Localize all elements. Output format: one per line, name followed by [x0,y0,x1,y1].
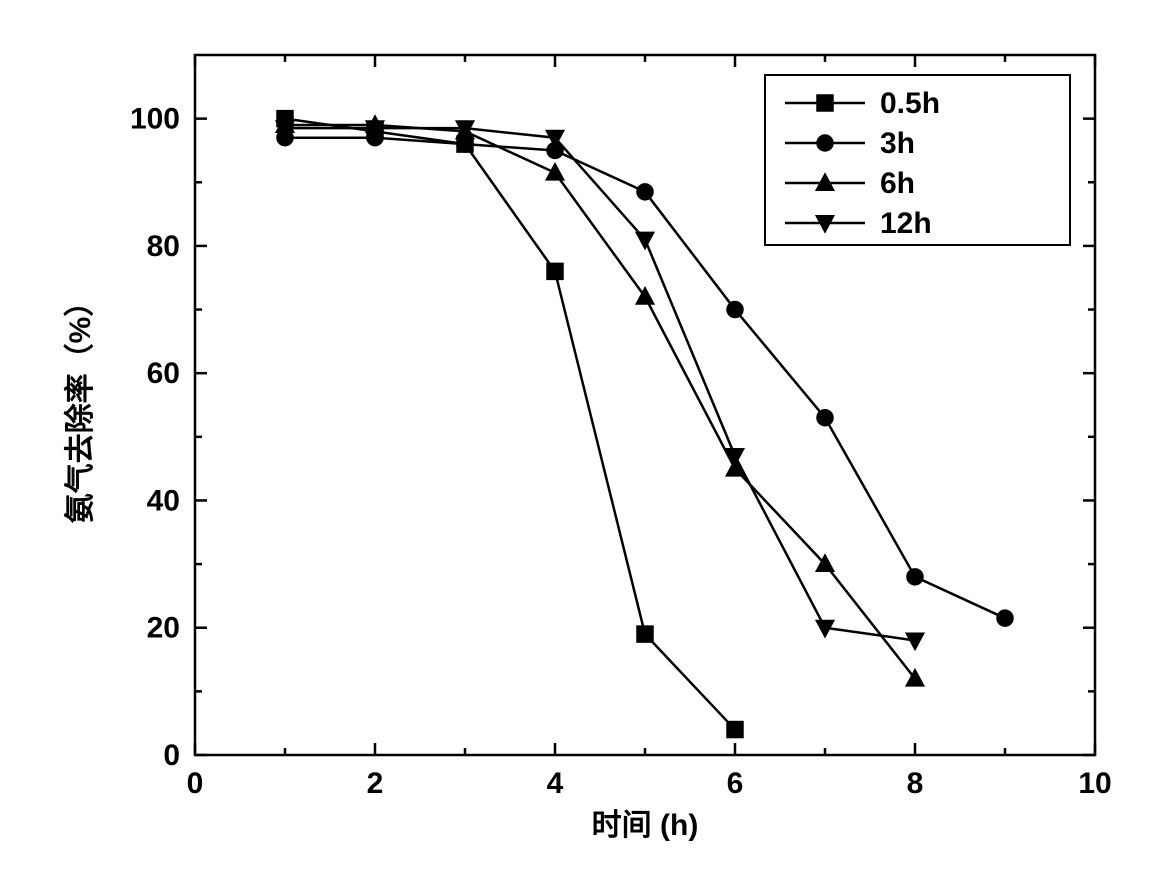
x-tick-label: 4 [547,767,564,800]
data-point [997,610,1013,626]
data-point [547,263,563,279]
data-point [637,184,653,200]
x-tick-label: 2 [367,767,384,800]
x-tick-label: 6 [727,767,744,800]
legend-label: 12h [880,207,932,240]
y-tick-label: 60 [147,357,180,390]
x-axis-label: 时间 (h) [592,809,699,842]
y-tick-label: 100 [130,103,180,136]
x-tick-label: 8 [907,767,924,800]
chart-container: 0246810020406080100时间 (h)氨气去除率（%）0.5h3h6… [0,0,1175,895]
legend-label: 3h [880,127,915,160]
y-tick-label: 0 [163,739,180,772]
legend: 0.5h 3h 6h 12h [765,75,1070,245]
data-point [727,722,743,738]
legend-marker [817,135,833,151]
data-point [817,410,833,426]
legend-marker [817,95,833,111]
y-tick-label: 20 [147,612,180,645]
chart-svg: 0246810020406080100时间 (h)氨气去除率（%）0.5h3h6… [0,0,1175,895]
data-point [637,626,653,642]
data-point [907,569,923,585]
x-tick-label: 0 [187,767,204,800]
y-tick-label: 40 [147,484,180,517]
x-tick-label: 10 [1078,767,1111,800]
legend-label: 0.5h [880,87,940,120]
y-tick-label: 80 [147,230,180,263]
legend-label: 6h [880,167,915,200]
y-axis-label: 氨气去除率（%） [63,287,97,524]
data-point [727,302,743,318]
